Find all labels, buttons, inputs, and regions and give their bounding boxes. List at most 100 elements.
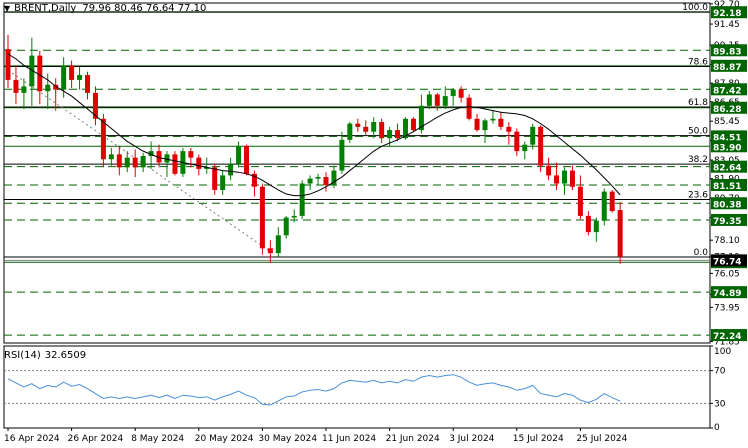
fib-level-label: 61.8 <box>688 98 708 108</box>
candle <box>116 146 122 176</box>
candle-body <box>450 89 456 97</box>
candle-body <box>244 146 249 174</box>
level-price-tag-label: 80.38 <box>713 200 741 210</box>
candle-body <box>85 75 90 93</box>
candle-body <box>506 126 512 132</box>
price-tick-label: 78.10 <box>714 236 740 246</box>
candle-body <box>387 130 393 139</box>
candle <box>228 157 234 181</box>
candle-body <box>371 122 377 132</box>
symbol-label: BRENT,Daily <box>14 3 77 14</box>
date-tick-label: 25 Jul 2024 <box>576 434 627 444</box>
candle <box>482 118 488 144</box>
candle-body <box>5 49 11 80</box>
candle <box>108 147 114 166</box>
candle-body <box>299 183 305 216</box>
candle-body <box>474 118 480 131</box>
candle-body <box>92 92 98 119</box>
candle <box>379 118 385 144</box>
candle-body <box>585 215 591 233</box>
candle-body <box>53 84 59 90</box>
candle-body <box>379 122 385 139</box>
candle <box>323 172 329 192</box>
candle-body <box>61 65 67 90</box>
date-tick-label: 30 May 2024 <box>258 434 317 444</box>
candle-body <box>355 123 361 127</box>
collapse-triangle-icon[interactable]: ▼ <box>4 4 11 13</box>
candle-body <box>236 146 242 165</box>
candle-body <box>228 164 234 176</box>
candle <box>577 175 583 220</box>
candle-body <box>259 186 265 249</box>
fib-level-label: 50.0 <box>688 127 708 137</box>
candle <box>514 128 520 156</box>
candle <box>617 201 623 264</box>
candle <box>585 211 591 236</box>
candle <box>85 71 90 100</box>
fib-level-label: 100.0 <box>682 3 708 13</box>
price-panel-frame <box>3 2 711 344</box>
moving-average-line <box>7 53 621 197</box>
rsi-tick-label: 100 <box>714 347 731 357</box>
candle-body <box>69 65 75 80</box>
candle <box>156 144 162 168</box>
candle <box>554 162 560 190</box>
rsi-panel: 100 70 30 0 <box>3 345 731 433</box>
candle-body <box>363 126 369 132</box>
candle <box>13 65 19 105</box>
price-tick-label: 91.45 <box>714 20 740 30</box>
candle-body <box>196 157 202 169</box>
candle-body <box>283 217 289 236</box>
candle-body <box>426 94 432 106</box>
candle <box>251 170 257 197</box>
candle-body <box>116 154 122 168</box>
fib-level-label: 23.6 <box>688 191 708 201</box>
candle <box>506 122 512 145</box>
level-price-tag <box>711 178 747 191</box>
price-tick-label: 76.05 <box>714 269 740 279</box>
candle <box>546 157 552 181</box>
candle-body <box>164 154 170 163</box>
level-price-tag-label: 83.90 <box>713 143 741 153</box>
candle <box>307 175 313 190</box>
price-tick-label: 71.85 <box>714 337 740 347</box>
level-price-tag-label: 88.87 <box>713 63 741 73</box>
candle-body <box>108 154 114 160</box>
candle <box>172 151 178 176</box>
candle-body <box>546 165 552 176</box>
candle <box>236 141 242 168</box>
candle <box>569 165 575 190</box>
candle-body <box>514 131 520 152</box>
level-price-tag <box>711 59 747 72</box>
candle-body <box>37 55 43 92</box>
candle <box>244 144 249 176</box>
date-tick-label: 3 Jul 2024 <box>449 434 494 444</box>
candle <box>267 240 273 263</box>
candle <box>498 112 504 131</box>
price-tick-label: 85.45 <box>714 117 740 127</box>
candle <box>299 180 305 220</box>
level-price-tag-label: 89.83 <box>713 47 741 57</box>
candle <box>363 120 369 135</box>
rsi-tick-label: 30 <box>714 399 726 409</box>
level-price-tag-label: 81.51 <box>713 182 741 192</box>
level-price-tag <box>711 83 747 96</box>
candle <box>395 123 401 142</box>
price-axis: 92.7091.4590.1588.9587.8086.6585.4584.25… <box>710 0 747 347</box>
trendline <box>7 69 271 252</box>
candle <box>21 78 27 110</box>
candle-body <box>609 191 615 212</box>
candle <box>37 50 43 105</box>
candle-body <box>212 167 218 190</box>
candle-body <box>267 248 273 254</box>
fib-level-label: 78.6 <box>688 57 708 67</box>
candle-body <box>617 210 623 257</box>
candle <box>410 117 416 132</box>
candle <box>100 113 106 168</box>
date-tick-label: 16 Apr 2024 <box>4 434 60 444</box>
date-tick-label: 20 May 2024 <box>195 434 254 444</box>
level-price-tag <box>711 329 747 342</box>
level-price-tag <box>711 213 747 226</box>
candle-body <box>124 157 130 168</box>
